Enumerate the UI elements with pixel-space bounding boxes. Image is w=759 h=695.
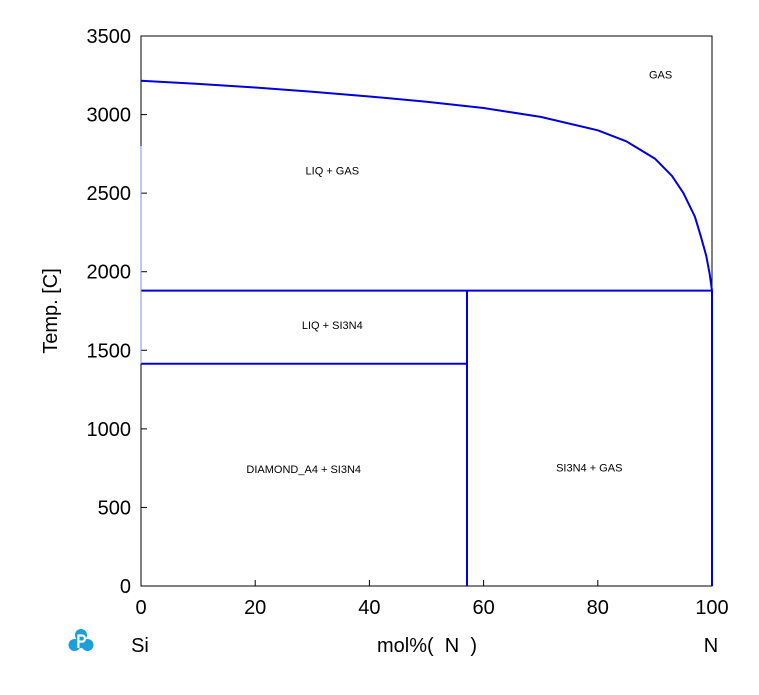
region-label: DIAMOND_A4 + SI3N4 [246, 464, 361, 476]
x-tick-label: 20 [244, 597, 266, 619]
region-label: LIQ + GAS [306, 165, 360, 177]
logo-icon [68, 629, 94, 651]
y-tick-label: 500 [98, 497, 131, 519]
phase-region-labels: GAS LIQ + GAS LIQ + SI3N4 DIAMOND_A4 + SI3N… [246, 69, 672, 475]
y-axis-ticks: 0 500 1000 1500 2000 2500 3000 3500 [87, 26, 147, 598]
y-tick-label: 1000 [87, 419, 132, 441]
y-tick-label: 3500 [87, 26, 132, 48]
y-tick-label: 0 [120, 576, 131, 598]
plot-frame [140, 35, 713, 587]
y-tick-label: 2000 [87, 262, 132, 284]
y-tick-label: 1500 [87, 340, 132, 362]
x-tick-label: 40 [358, 597, 380, 619]
region-label: GAS [649, 69, 672, 81]
region-label: SI3N4 + GAS [556, 462, 622, 474]
left-component-label: Si [131, 635, 149, 657]
phase-boundaries [140, 79, 713, 586]
region-label: LIQ + SI3N4 [302, 320, 363, 332]
phase-boundary-line [140, 79, 713, 291]
x-tick-label: 80 [587, 597, 609, 619]
x-tick-label: 100 [695, 597, 728, 619]
x-tick-label: 60 [472, 597, 494, 619]
x-axis-title: mol%( N ) [377, 635, 477, 657]
y-axis-title: Temp. [C] [40, 268, 62, 354]
x-tick-label: 0 [135, 597, 146, 619]
y-tick-label: 3000 [87, 105, 132, 127]
right-component-label: N [704, 635, 718, 657]
y-tick-label: 2500 [87, 183, 132, 205]
